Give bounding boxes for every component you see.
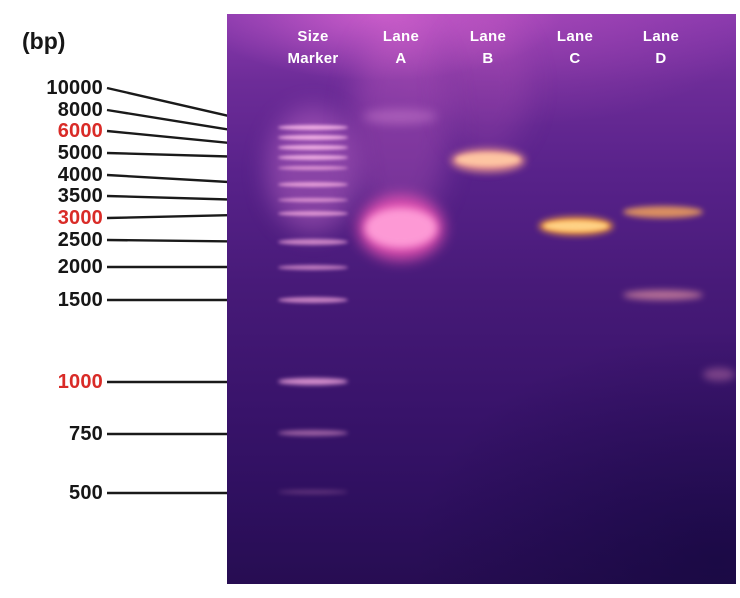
gel-band-lane-marker-1500 [278,297,348,303]
lane-header-d: Lane D [616,26,706,70]
marker-size-label-8000: 8000 [57,99,103,121]
marker-size-label-2500: 2500 [57,229,103,251]
gel-band-lane-C [544,221,608,231]
marker-size-label-4000: 4000 [57,164,103,186]
lane-header-a: Lane A [356,26,446,70]
gel-band-lane-D [703,368,735,381]
gel-band-lane-marker-4000 [278,182,348,187]
gel-band-lane-marker-3500 [278,198,348,202]
lane-header-b: Lane B [443,26,533,70]
gel-band-lane-marker-2500 [278,239,348,245]
gel-band-lane-marker-500 [278,490,348,494]
lane-header-line1: Lane [382,28,420,45]
gel-band-lane-marker-1000 [278,378,348,385]
lane-header-c: Lane C [530,26,620,70]
marker-size-label-2000: 2000 [57,256,103,278]
gel-band-lane-marker-6000 [278,145,348,150]
marker-size-label-1500: 1500 [57,289,103,311]
gel-band-lane-C-3000 [539,217,613,235]
lane-header-line2: B [482,50,494,67]
marker-size-label-5000: 5000 [57,142,103,164]
lane-header-line1: Lane [642,28,680,45]
lane-header-line1: Size [297,28,329,45]
gel-band-lane-A-2000-3000 [358,196,444,260]
lane-header-line2: D [655,50,667,67]
lane-header-line2: A [395,50,407,67]
marker-size-label-10000: 10000 [46,77,103,99]
gel-band-lane-marker-5000 [278,155,348,160]
bp-unit-label: (bp) [22,28,66,54]
gel-band-lane-B-5000 [451,149,525,172]
lane-header-line2: C [569,50,581,67]
marker-size-label-3500: 3500 [57,185,103,207]
lane-header-line1: Lane [469,28,507,45]
gel-band-lane-marker-750 [278,430,348,436]
gel-band-lane-marker [278,166,348,170]
marker-size-label-750: 750 [69,423,103,445]
gel-band-lane-A [365,208,437,248]
gel-band-lane-marker-8000 [278,135,348,140]
gel-band-lane-A [363,109,437,124]
gel-image: Size Marker Lane A Lane B Lane C Lane D [227,14,736,584]
gel-band-lane-B [456,153,520,166]
gel-band-lane-D-3000 [623,206,703,218]
lane-header-line2: Marker [287,50,339,67]
lane-header-marker: Size Marker [268,26,358,70]
gel-band-lane-marker-10000 [278,125,348,130]
marker-lane-glow [267,108,359,233]
gel-band-lane-marker-2000 [278,265,348,270]
gel-band-lane-D-1500 [623,290,703,300]
marker-size-label-3000: 3000 [57,207,103,229]
gel-band-lane-marker-3000 [278,211,348,216]
lane-header-line1: Lane [556,28,594,45]
marker-size-label-1000: 1000 [57,371,103,393]
marker-size-label-500: 500 [69,482,103,504]
marker-size-label-6000: 6000 [57,120,103,142]
